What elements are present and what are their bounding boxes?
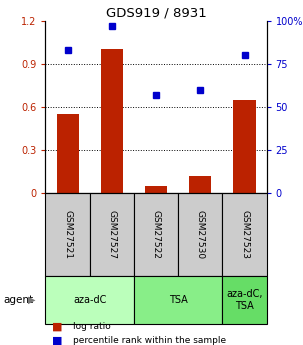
Bar [189,176,211,193]
Text: TSA: TSA [169,295,188,305]
Bar [222,193,267,276]
Bar [45,193,90,276]
Text: GSM27530: GSM27530 [196,210,205,259]
Text: GSM27521: GSM27521 [63,210,72,259]
Text: log ratio: log ratio [73,322,111,331]
Bar [101,49,123,193]
Bar [45,276,134,324]
Text: GSM27523: GSM27523 [240,210,249,259]
Text: ▶: ▶ [28,295,35,305]
Bar [134,193,178,276]
Bar [90,193,134,276]
Text: ■: ■ [52,322,62,332]
Title: GDS919 / 8931: GDS919 / 8931 [106,7,206,20]
Bar [56,114,78,193]
Bar [233,100,255,193]
Text: ■: ■ [52,336,62,345]
Bar [134,276,222,324]
Bar [178,193,222,276]
Text: GSM27527: GSM27527 [107,210,116,259]
Text: GSM27522: GSM27522 [152,210,161,259]
Bar [145,186,167,193]
Bar [222,276,267,324]
Text: aza-dC,
TSA: aza-dC, TSA [226,289,263,311]
Text: aza-dC: aza-dC [73,295,106,305]
Text: agent: agent [3,295,33,305]
Text: percentile rank within the sample: percentile rank within the sample [73,336,226,345]
